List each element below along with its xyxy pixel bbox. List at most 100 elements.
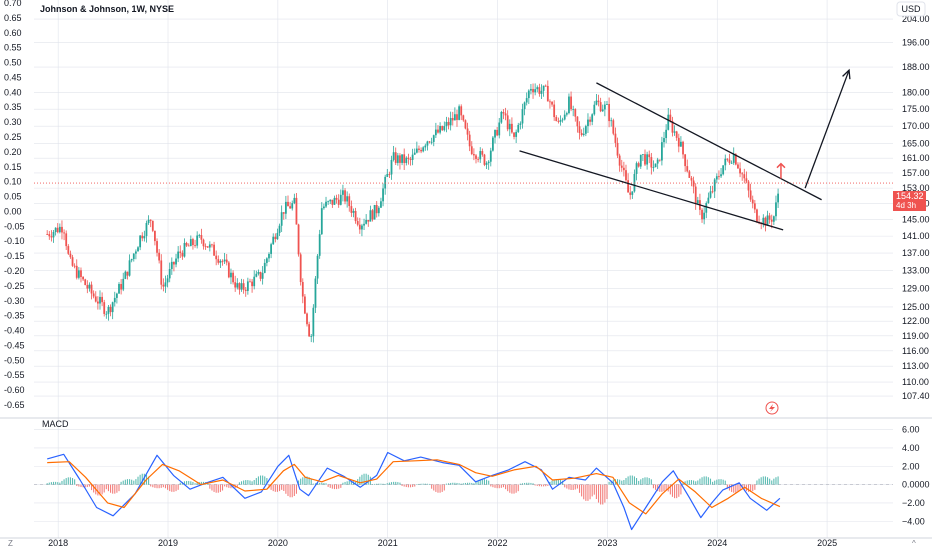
candle-body (312, 307, 315, 337)
left-tick-label: -0.65 (4, 400, 25, 410)
candle-body (314, 278, 317, 308)
candle-body (323, 206, 325, 209)
x-tick-label: 2019 (158, 538, 178, 548)
candle-body (432, 135, 435, 142)
candle-body (660, 142, 663, 161)
scroll-up-icon[interactable]: ^ (912, 539, 916, 548)
trendline-lower (519, 150, 784, 231)
candle-body (441, 125, 444, 131)
candle-body (377, 207, 380, 214)
candle-body (684, 154, 687, 167)
candle-body (274, 236, 277, 240)
candle-body (728, 159, 731, 163)
macd-tick-label: 6.00 (902, 425, 920, 435)
candle-body (504, 113, 507, 116)
timezone-icon[interactable]: Z (8, 539, 13, 548)
left-tick-label: -0.05 (4, 221, 25, 231)
candle-body (680, 141, 682, 147)
candle-body (675, 131, 678, 138)
candle-body (667, 114, 670, 130)
candle-body (187, 245, 190, 247)
price-tick-label: 129.00 (902, 283, 930, 293)
candle-body (747, 181, 750, 191)
candle-body (88, 284, 91, 289)
candle-body (464, 120, 467, 129)
candle-body (50, 236, 53, 238)
candle-body (565, 113, 568, 115)
candle-body (173, 261, 175, 265)
candle-body (365, 219, 368, 224)
candle-body (202, 239, 205, 247)
candle-body (230, 272, 232, 278)
candle-body (94, 296, 97, 302)
candle-body (426, 141, 429, 146)
candle-body (58, 226, 61, 233)
candle-body (557, 121, 560, 122)
candle-body (268, 253, 270, 259)
candle-body (270, 244, 272, 254)
price-tick-label: 137.00 (902, 248, 930, 258)
candle-body (692, 180, 695, 187)
candle-body (242, 283, 245, 290)
candle-body (71, 257, 74, 266)
candle-body (225, 259, 228, 263)
candle-body (669, 114, 672, 121)
candle-body (603, 104, 606, 110)
candle-body (447, 121, 450, 126)
price-tick-label: 119.00 (902, 331, 929, 341)
candle-body (737, 164, 739, 169)
x-tick-label: 2021 (378, 538, 398, 548)
candle-body (589, 119, 591, 122)
candle-body (718, 176, 720, 178)
candle-body (437, 129, 439, 133)
candle-body (56, 227, 59, 233)
candle-body (194, 245, 196, 246)
candle-body (166, 278, 169, 283)
candle-body (654, 163, 657, 168)
candle-body (234, 282, 237, 288)
candle-body (164, 282, 167, 287)
candle-body (500, 111, 503, 123)
candle-body (185, 242, 188, 246)
currency-button[interactable] (896, 1, 926, 17)
candle-body (170, 261, 173, 270)
candle-body (101, 296, 104, 303)
candle-body (641, 154, 644, 156)
candle-body (308, 324, 311, 337)
candle-body (113, 297, 116, 303)
candle-body (627, 180, 630, 193)
candle-body (540, 90, 543, 94)
candle-body (92, 293, 95, 297)
candle-body (705, 202, 708, 213)
candle-body (367, 219, 370, 222)
candle-body (656, 159, 659, 164)
candle-body (272, 236, 275, 245)
candle-body (154, 230, 156, 242)
price-tick-label: 170.00 (902, 121, 930, 131)
projection-arrowhead (842, 68, 851, 80)
candle-body (489, 150, 492, 162)
candle-body (240, 283, 243, 290)
candle-body (344, 190, 346, 202)
candle-body (620, 165, 623, 168)
left-tick-label: -0.50 (4, 355, 25, 365)
candle-body (215, 255, 218, 260)
candle-body (236, 283, 239, 288)
candle-body (434, 129, 437, 136)
flash-icon[interactable] (765, 401, 779, 415)
trendline-upper (596, 82, 822, 201)
candle-body (559, 120, 562, 122)
x-tick-label: 2025 (817, 538, 837, 548)
candle-body (418, 148, 420, 150)
candlestick-series (34, 80, 893, 343)
candle-body (361, 225, 363, 230)
candle-body (553, 104, 556, 118)
candle-body (132, 253, 135, 260)
candle-body (111, 302, 114, 313)
candle-body (677, 137, 680, 147)
left-tick-label: 0.00 (4, 206, 22, 216)
candle-body (337, 199, 340, 205)
candle-body (445, 121, 448, 127)
candle-body (261, 272, 264, 279)
